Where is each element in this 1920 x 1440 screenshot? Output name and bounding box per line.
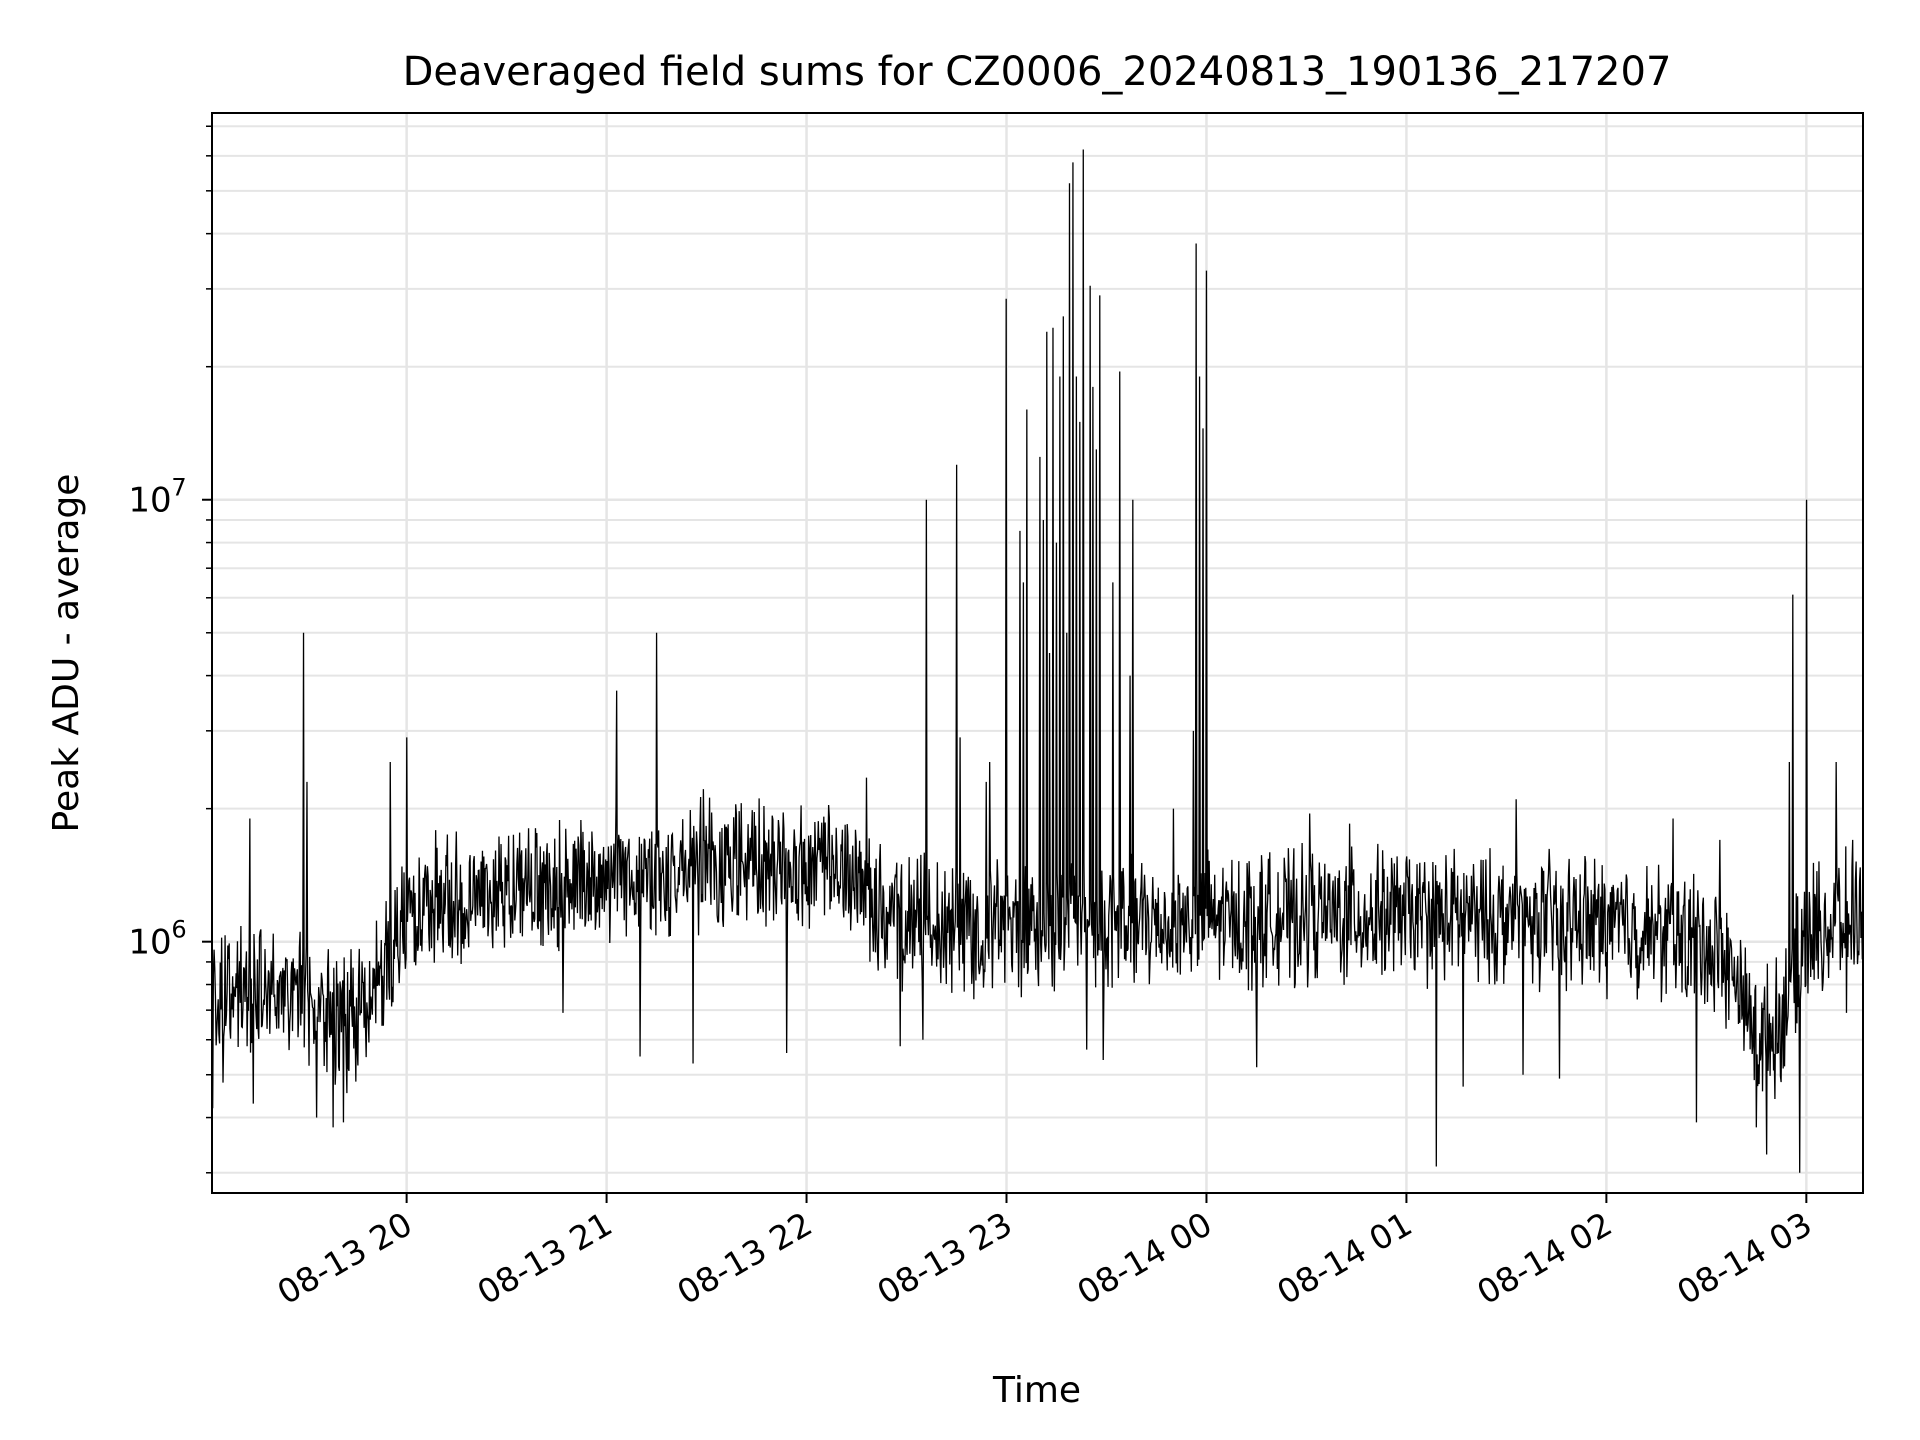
y-tick-label-exponent: 6 bbox=[171, 916, 186, 944]
plot-frame bbox=[211, 112, 1864, 1194]
y-tick-label-exponent: 7 bbox=[171, 474, 186, 502]
y-axis-label: Peak ADU - average bbox=[46, 474, 87, 833]
x-axis-label: Time bbox=[992, 1370, 1081, 1411]
series-line bbox=[211, 149, 1864, 1173]
grid bbox=[212, 113, 1863, 1193]
chart-title: Deaveraged field sums for CZ0006_2024081… bbox=[403, 49, 1672, 95]
series-line-path bbox=[211, 149, 1864, 1173]
y-tick-label: 10 bbox=[128, 923, 171, 963]
y-tick-label: 10 bbox=[128, 481, 171, 521]
